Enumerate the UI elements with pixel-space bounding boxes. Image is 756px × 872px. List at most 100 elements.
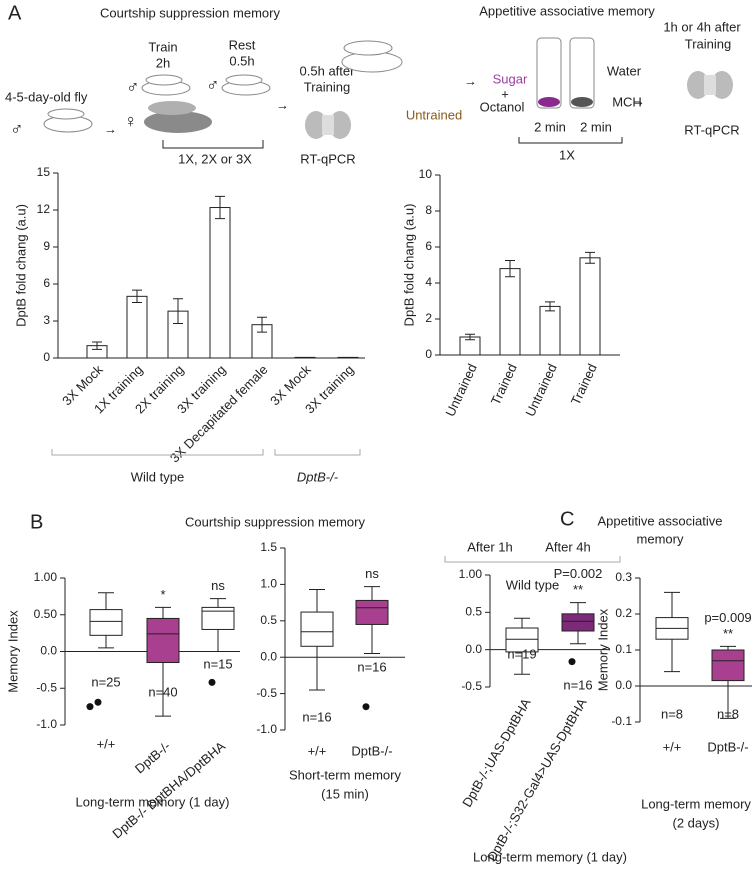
fly-icon (221, 74, 271, 96)
label: Octanol (480, 99, 525, 114)
y-tick-label: 12 (37, 202, 51, 216)
outlier (208, 678, 216, 686)
box (355, 599, 389, 625)
symbol: ♂ (10, 119, 24, 139)
x-tick-label: +/+ (663, 739, 682, 754)
bar (294, 356, 316, 359)
tube (536, 37, 562, 109)
y-tick-label: -0.1 (611, 714, 632, 728)
panel-title: memory (637, 531, 684, 546)
panel-letter: C (560, 508, 574, 530)
y-tick-label: 2 (425, 311, 432, 325)
arrow: → (104, 121, 117, 136)
label: 1X (559, 147, 575, 162)
panel-title: Courtship suppression memory (185, 514, 365, 529)
error-bar (585, 251, 595, 264)
tube (569, 37, 595, 109)
group-label: After 4h (545, 539, 591, 554)
y-tick-label: 0.50 (34, 607, 58, 621)
whisker (664, 591, 680, 618)
whisker (309, 646, 325, 691)
whisker (720, 645, 736, 650)
x-tick-label: DptB-/- (132, 738, 173, 776)
group-bracket (274, 449, 361, 456)
group-label: DptB-/- (297, 469, 339, 484)
error-bar (173, 298, 183, 324)
n-label: n=16 (357, 659, 386, 674)
label: RT-qPCR (684, 122, 739, 137)
y-tick-label: 0 (425, 347, 432, 361)
error-bar (505, 260, 515, 278)
box (505, 627, 539, 653)
y-tick-label: 1.5 (260, 540, 277, 554)
n-label: n=19 (507, 646, 536, 661)
label: RT-qPCR (300, 151, 355, 166)
error-bar (132, 289, 142, 303)
x-tick-label: DptB-/- DptBHA/DptBHA (109, 738, 228, 841)
panel-title: Appetitive associative memory (479, 3, 655, 18)
whisker (210, 598, 226, 608)
annotation: * (160, 587, 165, 602)
group-label: After 1h (467, 539, 513, 554)
x-tick-label: DptB-/- (351, 743, 392, 758)
y-tick-label: 0.2 (615, 606, 632, 620)
group-bracket (51, 449, 264, 456)
annotation: ns (211, 578, 225, 593)
whisker (309, 588, 325, 613)
n-label: n=25 (91, 674, 120, 689)
x-axis-label: Short-term memory (289, 767, 401, 782)
y-tick-label: 0 (43, 350, 50, 364)
whisker (664, 639, 680, 673)
label: 1h or 4h after (663, 19, 741, 34)
bar (579, 257, 601, 356)
label: 1X, 2X or 3X (178, 151, 252, 166)
y-tick-label: 0.5 (465, 605, 482, 619)
group-label: Wild type (131, 469, 184, 484)
n-label: n=16 (563, 677, 592, 692)
fly-icon (43, 108, 93, 133)
y-tick-label: 0.0 (615, 678, 632, 692)
arrow: → (464, 73, 477, 88)
y-tick-label: 0.5 (260, 613, 277, 627)
x-axis-label: Long-term memory (1 day) (76, 794, 230, 809)
y-tick-label: 6 (43, 276, 50, 290)
whisker (210, 629, 226, 652)
outlier (568, 658, 576, 666)
y-tick-label: 0.0 (40, 644, 57, 658)
label: 4-5-day-old fly (5, 89, 88, 104)
fly-icon (141, 74, 191, 96)
whisker (570, 631, 586, 645)
panel-title: Appetitive associative (597, 513, 722, 528)
y-tick-label: -0.5 (461, 679, 482, 693)
annotation: p=0.009 (704, 610, 751, 625)
arrow: → (276, 97, 289, 112)
label: 0.5h after (300, 63, 356, 78)
label: Training (304, 79, 350, 94)
bar (499, 268, 521, 356)
y-tick-label: 15 (37, 165, 51, 179)
x-tick-label: Untrained (442, 361, 479, 418)
y-tick-label: 0.3 (615, 570, 632, 584)
label: Training (685, 36, 731, 51)
whisker (514, 617, 530, 629)
whisker (720, 680, 736, 719)
box (711, 649, 745, 682)
label: 2 min (534, 119, 566, 134)
x-axis-label: (15 min) (321, 786, 369, 801)
whisker (98, 635, 114, 649)
label: 2h (156, 55, 170, 70)
y-tick-label: -0.5 (256, 686, 277, 700)
n-label: n=40 (148, 684, 177, 699)
x-tick-label: DptB-/- (707, 739, 748, 754)
n-label: n=16 (302, 709, 331, 724)
error-bar (215, 195, 225, 220)
error-bar (92, 341, 102, 350)
fly-icon (144, 101, 212, 133)
y-tick-label: -1.0 (256, 722, 277, 736)
x-tick-label: DptB-/-;S32-Gal4>UAS-DptBHA (484, 695, 590, 863)
n-label: n=8 (661, 706, 683, 721)
y-axis-label: Memory Index (5, 610, 20, 693)
label: Train (148, 39, 177, 54)
annotation: ns (365, 566, 379, 581)
y-tick-label: 0.0 (260, 649, 277, 663)
